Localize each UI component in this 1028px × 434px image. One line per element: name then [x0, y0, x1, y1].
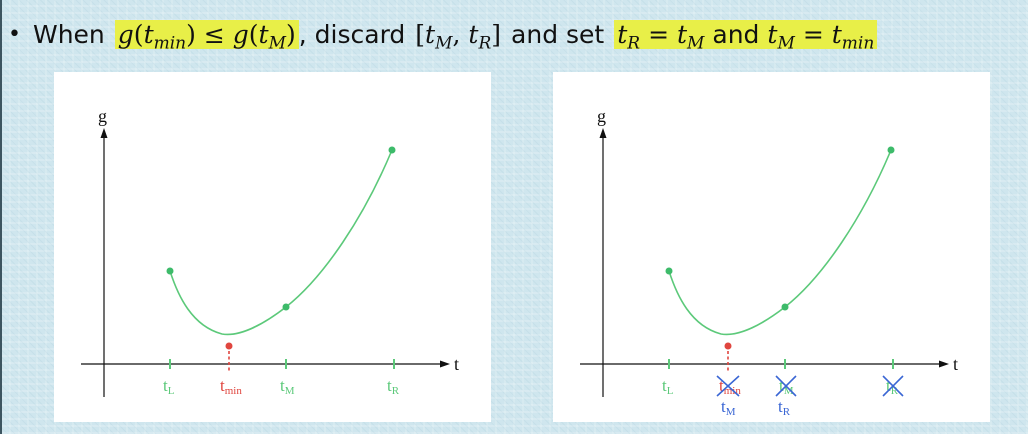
t-symbol: t	[143, 19, 154, 49]
and-word: and	[712, 19, 760, 49]
heading-discard: , discard	[298, 19, 406, 49]
t-symbol: t	[767, 19, 778, 49]
t-symbol: t	[676, 19, 688, 49]
label-tR-old: tR	[886, 376, 899, 397]
discard-interval: [tM, tR]	[415, 19, 502, 52]
x-axis-arrow-icon	[939, 360, 949, 368]
point-tL	[166, 267, 174, 275]
point-tmin	[724, 342, 732, 350]
point-tR	[388, 146, 396, 154]
diagram-before-svg: g t tL tmin tM tR	[81, 106, 459, 397]
y-axis-arrow-icon	[100, 128, 108, 138]
heading-and-set: and set	[511, 19, 605, 49]
sub-R: R	[627, 32, 641, 53]
diagram-before: g t tL tmin tM tR	[54, 72, 491, 422]
y-axis-label: g	[98, 106, 107, 126]
label-tR: tR	[387, 376, 400, 397]
label-tL: tL	[662, 376, 674, 397]
point-tR	[887, 146, 895, 154]
x-axis-label: t	[953, 354, 958, 374]
sub-M: M	[435, 32, 453, 53]
eq-symbol: =	[648, 19, 670, 49]
sub-R: R	[478, 32, 492, 53]
label-tL: tL	[163, 376, 175, 397]
t-symbol: t	[617, 19, 628, 49]
cross-out-tM-icon	[775, 375, 797, 397]
y-axis-arrow-icon	[599, 128, 607, 138]
bullet: •	[8, 21, 21, 47]
t-symbol: t	[425, 19, 436, 49]
sub-M: M	[268, 32, 286, 53]
comma: ,	[452, 19, 461, 49]
x-axis-arrow-icon	[440, 360, 450, 368]
point-tL	[665, 267, 673, 275]
eq-symbol: =	[802, 19, 824, 49]
sub-M: M	[687, 32, 705, 53]
point-tmin	[225, 342, 233, 350]
slide-heading: • When g(tmin) ≤ g(tM), discard [tM, tR]…	[8, 12, 878, 56]
point-tM	[781, 303, 789, 311]
g-curve	[668, 149, 892, 336]
relabel-tM: tM	[721, 397, 736, 418]
diagram-after: g t tL tmin tM tR t	[553, 72, 990, 422]
sub-min: min	[841, 32, 875, 53]
cross-out-tR-icon	[882, 375, 904, 397]
y-axis-label: g	[597, 106, 606, 126]
t-symbol: t	[258, 19, 269, 49]
paren-open: (	[248, 19, 259, 49]
relabel-tR: tR	[778, 397, 791, 418]
diagram-after-svg: g t tL tmin tM tR t	[580, 106, 958, 418]
label-tmin: tmin	[220, 376, 242, 397]
heading-when: When	[32, 19, 105, 49]
sub-M: M	[777, 32, 795, 53]
bracket-close: ]	[491, 19, 502, 49]
g-symbol: g	[232, 19, 249, 49]
g-symbol: g	[117, 19, 134, 49]
cross-out-marks	[716, 375, 904, 397]
point-tM	[282, 303, 290, 311]
t-symbol: t	[831, 19, 842, 49]
t-symbol: t	[468, 19, 479, 49]
x-axis-label: t	[454, 354, 459, 374]
paren-open: (	[133, 19, 144, 49]
bracket-open: [	[415, 19, 426, 49]
label-tmin-old: tmin	[719, 376, 741, 397]
leq-symbol: ≤	[203, 19, 225, 49]
sub-min: min	[153, 32, 187, 53]
label-tM-old: tM	[779, 376, 794, 397]
slide-left-edge	[0, 0, 2, 434]
paren-close: )	[186, 19, 196, 49]
g-curve	[169, 149, 393, 336]
paren-close: )	[286, 19, 296, 49]
label-tM: tM	[280, 376, 295, 397]
update-tr-expression: tR = tM and tM = tmin	[614, 19, 878, 51]
cross-out-tmin-icon	[716, 375, 740, 397]
condition-expression: g(tmin) ≤ g(tM)	[114, 19, 299, 51]
